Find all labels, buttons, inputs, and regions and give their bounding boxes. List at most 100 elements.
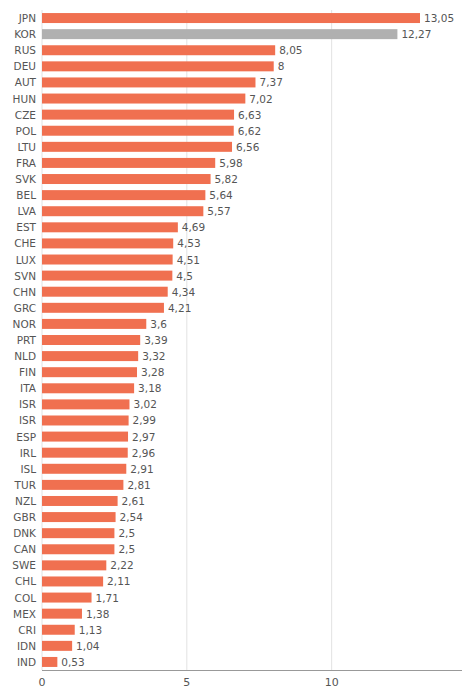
y-tick-label: IND: [17, 656, 36, 668]
data-label: 8: [278, 60, 285, 72]
bar: [42, 415, 129, 425]
y-tick-label: HUN: [13, 93, 36, 105]
y-tick-label: RUS: [14, 44, 36, 56]
y-tick-label: NOR: [13, 318, 36, 330]
bar: [42, 255, 173, 265]
bar: [42, 222, 178, 232]
bar: [42, 480, 123, 490]
data-label: 1,13: [79, 624, 102, 636]
bar: [42, 593, 92, 603]
data-label: 6,63: [238, 109, 261, 121]
bar: [42, 432, 128, 442]
y-tick-label: BEL: [16, 189, 36, 201]
y-tick-label: FRA: [16, 157, 37, 169]
data-label: 4,51: [177, 254, 200, 266]
grid-line: [331, 10, 332, 670]
bar: [42, 335, 140, 345]
y-tick-label: ITA: [20, 382, 37, 394]
data-label: 3,6: [150, 318, 167, 330]
bar: [42, 544, 114, 554]
y-tick-label: IDN: [17, 640, 36, 652]
y-tick-label: SVN: [14, 270, 36, 282]
y-tick-label: GRC: [14, 302, 36, 314]
bar: [42, 464, 126, 474]
data-label: 3,18: [138, 382, 161, 394]
bar: [42, 351, 138, 361]
bar: [42, 126, 234, 136]
y-tick-label: KOR: [14, 28, 36, 40]
y-tick-label: DEU: [14, 60, 36, 72]
data-label: 4,34: [172, 286, 196, 298]
y-tick-label: CHE: [14, 237, 36, 249]
x-tick-label: 5: [183, 676, 190, 689]
data-label: 6,56: [236, 141, 260, 153]
bar: [42, 399, 129, 409]
bar: [42, 206, 203, 216]
y-tick-label: FIN: [19, 366, 36, 378]
y-tick-label: JPN: [18, 12, 36, 24]
y-tick-label: CHN: [13, 286, 36, 298]
data-label: 2,11: [107, 575, 130, 587]
data-label: 12,27: [401, 28, 431, 40]
y-tick-label: LUX: [16, 254, 36, 266]
data-label: 7,02: [249, 93, 272, 105]
bar: [42, 383, 134, 393]
bar: [42, 367, 137, 377]
y-tick-label: ISR: [19, 414, 36, 426]
x-axis-line: [42, 670, 462, 671]
y-tick-label: LTU: [17, 141, 36, 153]
y-tick-label: IRL: [20, 447, 36, 459]
bar: [42, 110, 234, 120]
y-tick-label: ESP: [16, 431, 36, 443]
data-label: 1,71: [96, 592, 119, 604]
data-label: 4,69: [182, 221, 205, 233]
data-label: 5,98: [219, 157, 242, 169]
y-tick-label: PRT: [17, 334, 37, 346]
bar: [42, 45, 275, 55]
bar: [42, 528, 114, 538]
data-label: 5,57: [207, 205, 230, 217]
y-tick-label: SVK: [15, 173, 37, 185]
data-label: 0,53: [61, 656, 84, 668]
data-label: 2,97: [132, 431, 155, 443]
y-tick-label: EST: [16, 221, 36, 233]
bar: [42, 158, 215, 168]
data-label: 4,53: [177, 237, 200, 249]
y-tick-label: ISL: [20, 463, 36, 475]
bar: [42, 319, 146, 329]
data-label: 2,61: [122, 495, 145, 507]
y-tick-label: AUT: [15, 76, 37, 88]
data-label: 1,38: [86, 608, 109, 620]
bar: [42, 142, 232, 152]
data-label: 1,04: [76, 640, 100, 652]
y-tick-label: CRI: [18, 624, 36, 636]
bar: [42, 303, 164, 313]
bar: [42, 94, 245, 104]
bar: [42, 174, 211, 184]
bar: [42, 576, 103, 586]
grid: [42, 10, 332, 670]
y-tick-label: NZL: [15, 495, 36, 507]
data-label: 2,5: [118, 527, 135, 539]
data-label: 2,54: [120, 511, 144, 523]
data-label: 3,28: [141, 366, 164, 378]
bar: [42, 512, 116, 522]
bar: [42, 287, 168, 297]
bar: [42, 238, 173, 248]
bars: [42, 13, 420, 667]
data-label: 4,21: [168, 302, 191, 314]
data-label: 2,81: [127, 479, 150, 491]
data-label: 2,99: [133, 414, 156, 426]
y-tick-label: TUR: [14, 479, 36, 491]
data-label: 3,02: [133, 398, 156, 410]
y-tick-label: MEX: [13, 608, 36, 620]
bar: [42, 13, 420, 23]
data-label: 5,64: [209, 189, 233, 201]
bar: [42, 61, 274, 71]
data-label: 2,5: [118, 543, 135, 555]
y-tick-label: CAN: [14, 543, 36, 555]
bar: [42, 560, 106, 570]
y-tick-label: CZE: [15, 109, 36, 121]
y-tick-label: COL: [15, 592, 37, 604]
data-label: 4,5: [176, 270, 193, 282]
